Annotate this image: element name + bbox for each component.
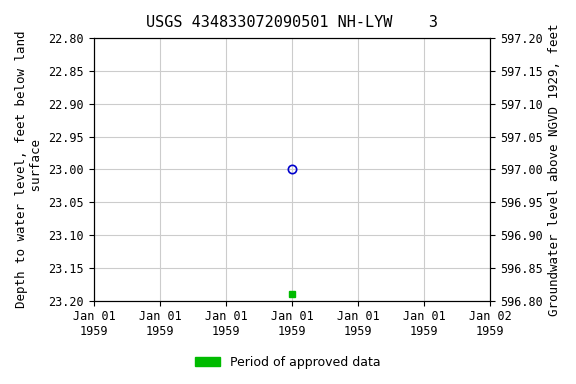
Y-axis label: Depth to water level, feet below land
 surface: Depth to water level, feet below land su… xyxy=(15,31,43,308)
Title: USGS 434833072090501 NH-LYW    3: USGS 434833072090501 NH-LYW 3 xyxy=(146,15,438,30)
Legend: Period of approved data: Period of approved data xyxy=(190,351,386,374)
Y-axis label: Groundwater level above NGVD 1929, feet: Groundwater level above NGVD 1929, feet xyxy=(548,23,561,316)
